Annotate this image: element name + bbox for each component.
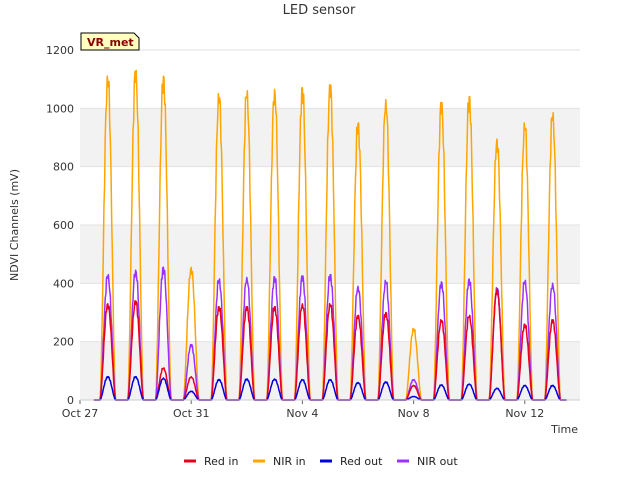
- x-tick-label: Oct 27: [62, 407, 99, 420]
- legend-label: Red out: [340, 455, 383, 468]
- legend-label: Red in: [204, 455, 238, 468]
- site-badge-label: VR_met: [87, 36, 134, 49]
- y-tick-label: 600: [53, 219, 74, 232]
- x-tick-label: Oct 31: [173, 407, 210, 420]
- x-tick-label: Nov 8: [398, 407, 430, 420]
- legend: Red in NIR in Red out NIR out: [184, 455, 458, 468]
- y-tick-label: 1200: [46, 44, 74, 57]
- series-line-nir-in: [93, 69, 567, 401]
- x-axis-ticks: Oct 27 Oct 31 Nov 4 Nov 8 Nov 12: [62, 400, 544, 420]
- grid-band: [80, 341, 580, 400]
- x-axis-label: Time: [550, 423, 578, 436]
- y-tick-label: 0: [67, 394, 74, 407]
- y-tick-label: 200: [53, 336, 74, 349]
- y-axis-label: NDVI Channels (mV): [8, 169, 21, 281]
- site-badge: VR_met: [80, 32, 140, 51]
- grid-bands: [80, 49, 580, 401]
- grid-band: [80, 108, 580, 167]
- chart-title: LED sensor: [283, 3, 356, 18]
- legend-label: NIR in: [273, 455, 306, 468]
- x-tick-label: Nov 12: [505, 407, 544, 420]
- y-tick-label: 800: [53, 161, 74, 174]
- y-tick-label: 1000: [46, 102, 74, 115]
- y-axis-ticks: 0 200 400 600 800 1000 1200: [46, 44, 74, 407]
- legend-label: NIR out: [417, 455, 458, 468]
- grid-band: [80, 283, 580, 342]
- series-line-red-out: [93, 375, 567, 401]
- grid-band: [80, 166, 580, 225]
- y-tick-label: 400: [53, 277, 74, 290]
- series-lines: [80, 69, 580, 401]
- x-tick-label: Nov 4: [286, 407, 318, 420]
- grid-band: [80, 50, 580, 109]
